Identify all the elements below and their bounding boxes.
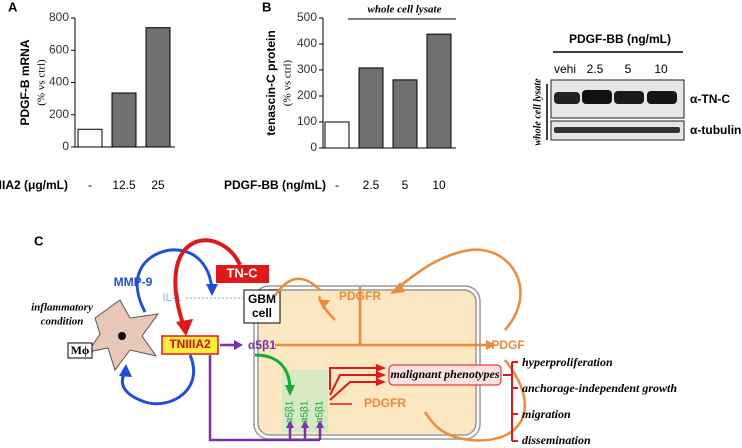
bar bbox=[392, 79, 418, 149]
macrophage-box bbox=[67, 342, 93, 359]
arrow-head bbox=[286, 420, 324, 428]
nucleus bbox=[118, 332, 126, 340]
arrow-head bbox=[206, 284, 218, 296]
macrophage-label: Mϕ bbox=[71, 343, 90, 357]
y-axis-label: (% vs ctrl) bbox=[282, 59, 294, 106]
y-tick-label: 400 bbox=[297, 36, 317, 50]
phenotype: dissemination bbox=[522, 433, 591, 447]
phenotype: hyperproliferation bbox=[522, 355, 613, 369]
blot: PDGF-BB (ng/mL) vehi 2.5 5 10 whole cell… bbox=[532, 32, 741, 145]
y-tick-label: 300 bbox=[297, 62, 317, 76]
y-tick-label: 400 bbox=[49, 75, 69, 89]
bar bbox=[111, 92, 137, 148]
lane-label: vehi bbox=[554, 62, 576, 76]
y-tick-label: 0 bbox=[310, 140, 317, 154]
arrow-head bbox=[285, 385, 295, 396]
arrow-head bbox=[390, 282, 405, 294]
gbm-label: cell bbox=[252, 306, 272, 320]
blot-treatment: PDGF-BB (ng/mL) bbox=[569, 32, 671, 46]
x-axis-label: PDGF-BB (ng/mL) bbox=[224, 178, 326, 192]
bar bbox=[77, 128, 103, 148]
blot-sample: whole cell lysate bbox=[532, 78, 543, 146]
x-tick-label: - bbox=[335, 178, 339, 192]
panel-label: C bbox=[34, 233, 44, 248]
tniiia2: TNIIIA2 bbox=[169, 337, 211, 351]
gbm-box bbox=[243, 289, 281, 324]
arrow bbox=[394, 248, 522, 331]
band bbox=[554, 92, 580, 104]
phenotype: migration bbox=[522, 407, 571, 421]
x-tick-label: 12.5 bbox=[112, 178, 136, 192]
band bbox=[554, 127, 680, 133]
pdgf: PDGF bbox=[491, 338, 524, 352]
band bbox=[647, 91, 677, 104]
mmp9: MMP-9 bbox=[114, 275, 153, 289]
arrow bbox=[423, 359, 526, 442]
row-label: α-tubulin bbox=[690, 123, 741, 137]
y-tick-label: 200 bbox=[49, 107, 69, 121]
band bbox=[582, 90, 612, 104]
y-tick-label: 500 bbox=[297, 10, 317, 24]
x-tick-label: 25 bbox=[151, 178, 165, 192]
integrin-membrane: α5β1 bbox=[315, 400, 326, 423]
arrow-head bbox=[376, 364, 386, 386]
arrow-head bbox=[234, 340, 243, 350]
lane-label: 10 bbox=[654, 62, 668, 76]
x-tick-label: 10 bbox=[432, 178, 446, 192]
lane-label: 5 bbox=[625, 62, 632, 76]
x-tick-label: - bbox=[88, 178, 92, 192]
integrin: α5β1 bbox=[248, 338, 276, 352]
arrow bbox=[120, 354, 196, 406]
phenotype: anchorage-independent growth bbox=[522, 381, 677, 395]
condition: inflammatory bbox=[31, 302, 93, 314]
x-tick-label: 2.5 bbox=[363, 178, 380, 192]
row-label: α-TN-C bbox=[690, 92, 730, 106]
y-axis-label: PDGF-B mRNA bbox=[18, 39, 32, 125]
malignant-box bbox=[388, 364, 502, 386]
y-tick-label: 0 bbox=[62, 139, 69, 153]
arrow bbox=[173, 238, 242, 331]
tnc: TN-C bbox=[226, 265, 258, 280]
panel-label: A bbox=[8, 0, 18, 14]
lane-label: 2.5 bbox=[587, 62, 604, 76]
integrin-membrane: α5β1 bbox=[285, 400, 296, 423]
arrow bbox=[273, 277, 321, 297]
arrow-head bbox=[320, 300, 330, 310]
integrin-membrane: α5β1 bbox=[300, 400, 311, 423]
diagram: C Mϕ inflammatory condition MMP-9 IL-1 T… bbox=[31, 233, 677, 446]
condition: condition bbox=[41, 316, 84, 328]
bracket bbox=[503, 361, 518, 442]
bar bbox=[145, 27, 171, 148]
bar bbox=[358, 67, 384, 149]
pdgfr: PDGFR bbox=[339, 289, 381, 303]
bar bbox=[426, 33, 452, 149]
y-tick-label: 600 bbox=[49, 42, 69, 56]
arrow-head bbox=[486, 340, 496, 350]
pdgfr: PDGFR bbox=[364, 396, 406, 410]
annotation: whole cell lysate bbox=[368, 4, 442, 16]
arrow bbox=[135, 248, 214, 313]
tnc-box bbox=[216, 265, 269, 283]
tniiia2-box bbox=[161, 335, 219, 355]
arrow-head bbox=[119, 364, 132, 377]
arrow bbox=[329, 367, 380, 401]
band bbox=[614, 91, 644, 104]
malignant: malignant phenotypes bbox=[390, 367, 499, 381]
y-axis-label: (% vs ctrl) bbox=[36, 59, 48, 106]
arrow-head bbox=[176, 319, 193, 336]
membrane bbox=[253, 285, 481, 440]
bar bbox=[324, 121, 350, 149]
y-tick-label: 200 bbox=[297, 88, 317, 102]
gbm-label: GBM bbox=[248, 292, 276, 306]
y-axis-label: tenascin-C protein bbox=[264, 30, 278, 135]
y-tick-label: 100 bbox=[297, 114, 317, 128]
x-tick-label: 5 bbox=[402, 178, 409, 192]
x-axis-label: p-TNIIIA2 (μg/mL) bbox=[0, 178, 68, 192]
y-tick-label: 800 bbox=[49, 10, 69, 24]
panel-label: B bbox=[262, 0, 271, 14]
arrow bbox=[208, 355, 322, 442]
